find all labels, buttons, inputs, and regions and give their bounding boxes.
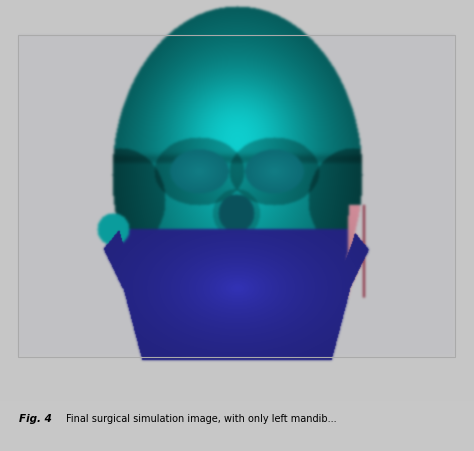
Text: Fig. 4: Fig. 4 [19,413,52,423]
Text: Final surgical simulation image, with only left mandib...: Final surgical simulation image, with on… [66,413,337,423]
